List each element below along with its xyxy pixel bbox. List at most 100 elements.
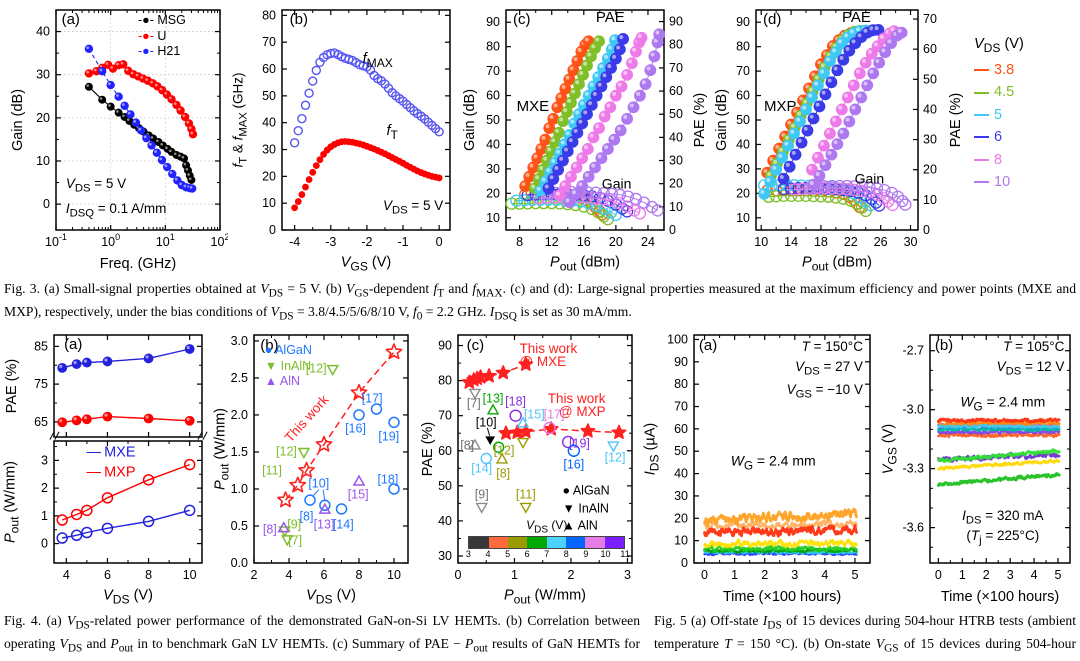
chart-annotation: (c) <box>466 336 485 354</box>
svg-text:5: 5 <box>851 568 858 582</box>
svg-text:24: 24 <box>641 235 655 249</box>
svg-text:30: 30 <box>674 489 688 503</box>
svg-text:10: 10 <box>674 534 688 548</box>
svg-text:1: 1 <box>511 568 518 582</box>
svg-text:85: 85 <box>34 340 48 354</box>
svg-text:2.0: 2.0 <box>231 408 248 422</box>
svg-text:0: 0 <box>436 235 443 249</box>
chart-annotation: fT <box>386 123 398 143</box>
svg-text:20: 20 <box>669 177 683 191</box>
chart-annotation: [15] <box>347 487 369 502</box>
axis-title: IDS (µA) <box>642 423 662 476</box>
axis-title: PAE (%) <box>948 92 964 148</box>
legend-item: ▼ InAlN <box>264 358 312 373</box>
chart-annotation: VDS = 5 V <box>65 175 127 195</box>
svg-text:6: 6 <box>321 568 328 582</box>
legend-item: ▲ AlN <box>264 373 301 388</box>
svg-text:20: 20 <box>36 111 50 125</box>
vds-colorbar: VDS (V) 3 4 5 6 7 8 9 10 11 <box>465 517 630 560</box>
chart-annotation: [9] <box>474 487 489 502</box>
svg-text:2: 2 <box>761 568 768 582</box>
svg-text:4: 4 <box>1031 568 1038 582</box>
svg-text:10: 10 <box>754 235 768 249</box>
svg-text:90: 90 <box>669 15 683 29</box>
svg-text:60: 60 <box>669 84 683 98</box>
svg-text:50: 50 <box>486 113 500 127</box>
svg-text:-3: -3 <box>325 235 336 249</box>
legend-dash-icon <box>974 91 989 94</box>
chart-annotation: T = 150°C <box>801 338 863 354</box>
legend-item: -●- H21 <box>138 43 181 58</box>
svg-text:1.0: 1.0 <box>231 482 248 496</box>
axis-title: Pout (W/mm) <box>212 408 232 491</box>
chart-annotation: PAE <box>841 8 871 26</box>
chart-annotation: [16] <box>345 420 366 435</box>
svg-text:80: 80 <box>438 374 452 388</box>
svg-text:0: 0 <box>701 568 708 582</box>
chart-annotation: WG = 2.4 mm <box>730 452 816 473</box>
captions-row: Fig. 4. (a) VDS-related power performanc… <box>0 611 1080 661</box>
svg-text:70: 70 <box>262 35 276 49</box>
svg-text:30: 30 <box>904 235 918 249</box>
svg-text:0: 0 <box>923 223 930 237</box>
legend-dash-icon <box>974 136 989 139</box>
chart-annotation: [18] <box>377 472 399 487</box>
svg-text:16: 16 <box>577 235 591 249</box>
chart-svg: 0 1 2 3 30 40 50 60 70 80 90 <box>438 334 633 582</box>
axis-title: Freq. (GHz) <box>99 256 177 272</box>
svg-text:20: 20 <box>262 169 276 183</box>
axis-title: VDS (V) <box>103 587 153 607</box>
axis-title: PAE (%) <box>692 92 708 148</box>
svg-text:26: 26 <box>874 235 888 249</box>
svg-text:0: 0 <box>935 568 942 582</box>
svg-text:6: 6 <box>104 568 111 582</box>
chart-annotation: [17] <box>543 407 565 422</box>
vds-legend-item: 5 <box>974 104 1024 126</box>
svg-text:70: 70 <box>486 64 500 78</box>
chart-annotation: [16] <box>563 457 585 472</box>
svg-text:20: 20 <box>486 186 500 200</box>
svg-text:12: 12 <box>545 235 559 249</box>
svg-text:101: 101 <box>156 232 175 249</box>
axis-title: PAE (%) <box>4 359 20 414</box>
fig3-vds-legend: VDS (V) 3.8 4.5 5 6 8 10 <box>966 36 1024 194</box>
svg-text:-3.0: -3.0 <box>902 403 924 417</box>
svg-text:0: 0 <box>681 556 688 570</box>
svg-text:20: 20 <box>923 163 937 177</box>
chart-annotation: [19] <box>569 436 590 451</box>
svg-text:8: 8 <box>516 235 523 249</box>
axis-title: Gain (dB) <box>10 88 26 152</box>
chart-annotation: This work <box>519 341 578 357</box>
axis-title: Pout (W/mm) <box>2 461 22 544</box>
svg-text:-2.7: -2.7 <box>902 344 924 358</box>
chart-annotation: [8] <box>299 509 314 524</box>
svg-text:3.0: 3.0 <box>231 334 248 348</box>
svg-text:40: 40 <box>438 514 452 528</box>
svg-text:3: 3 <box>791 568 798 582</box>
chart-annotation: (b) <box>289 11 308 29</box>
svg-text:10: 10 <box>36 154 50 168</box>
svg-text:10: 10 <box>736 211 750 225</box>
svg-text:-2: -2 <box>361 235 372 249</box>
fig4-panel-c-chart: 0 1 2 3 30 40 50 60 70 80 90 (c) This work @ MXE This … <box>416 327 640 609</box>
svg-text:70: 70 <box>438 409 452 423</box>
svg-text:0.5: 0.5 <box>231 519 248 533</box>
chart-annotation: [14] <box>332 517 354 532</box>
svg-text:80: 80 <box>262 8 276 22</box>
fig5-caption: Fig. 5 (a) Off-state IDS of 15 devices d… <box>654 613 1077 661</box>
chart-annotation: This work <box>547 391 606 407</box>
chart-annotation: (a) <box>61 11 80 29</box>
svg-text:70: 70 <box>923 12 937 26</box>
svg-text:60: 60 <box>674 422 688 436</box>
chart-annotation: PAE <box>595 8 625 26</box>
svg-text:70: 70 <box>674 400 688 414</box>
vds-legend-item: 3.8 <box>974 59 1024 81</box>
chart-annotation: [10] <box>308 476 330 491</box>
chart-legend: ● AlGaN ▼ InAlN ▲ AlN <box>265 343 312 389</box>
svg-text:90: 90 <box>736 15 750 29</box>
chart-svg: 8 12 16 20 24 10 20 30 40 50 60 70 80 90 0 10 20 30 40 50 60… <box>486 9 683 249</box>
svg-text:70: 70 <box>736 64 750 78</box>
chart-annotation: VDS = 5 V <box>382 197 444 217</box>
